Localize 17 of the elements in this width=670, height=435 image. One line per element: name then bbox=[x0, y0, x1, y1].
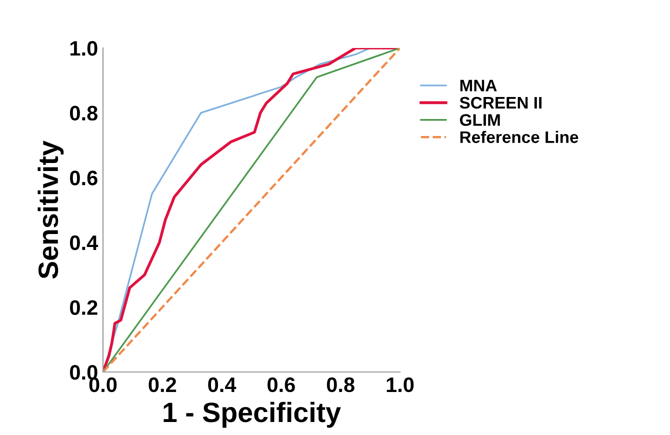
x-tick-label: 1.0 bbox=[386, 377, 414, 392]
y-tick-label: 1.0 bbox=[70, 41, 98, 56]
x-tick-label: 0.6 bbox=[268, 377, 295, 392]
y-tick-label: 0.2 bbox=[70, 300, 98, 315]
x-tick-label: 0.4 bbox=[208, 377, 236, 392]
y-tick-label: 0.8 bbox=[70, 106, 98, 121]
legend-label: Reference Line bbox=[460, 130, 578, 144]
legend-label: SCREEN II bbox=[460, 96, 542, 109]
legend-label: MNA bbox=[460, 80, 497, 92]
y-tick-label: 0.4 bbox=[70, 235, 98, 250]
y-tick-label: 0.6 bbox=[70, 170, 98, 186]
line-series bbox=[103, 48, 400, 372]
x-tick-label: 0.2 bbox=[148, 377, 176, 392]
x-axis-title: 1 - Specificity bbox=[164, 402, 341, 428]
y-axis-title: Sensitivity bbox=[38, 140, 64, 279]
x-tick-label: 0.8 bbox=[326, 377, 354, 392]
legend-label: GLIM bbox=[460, 114, 500, 126]
